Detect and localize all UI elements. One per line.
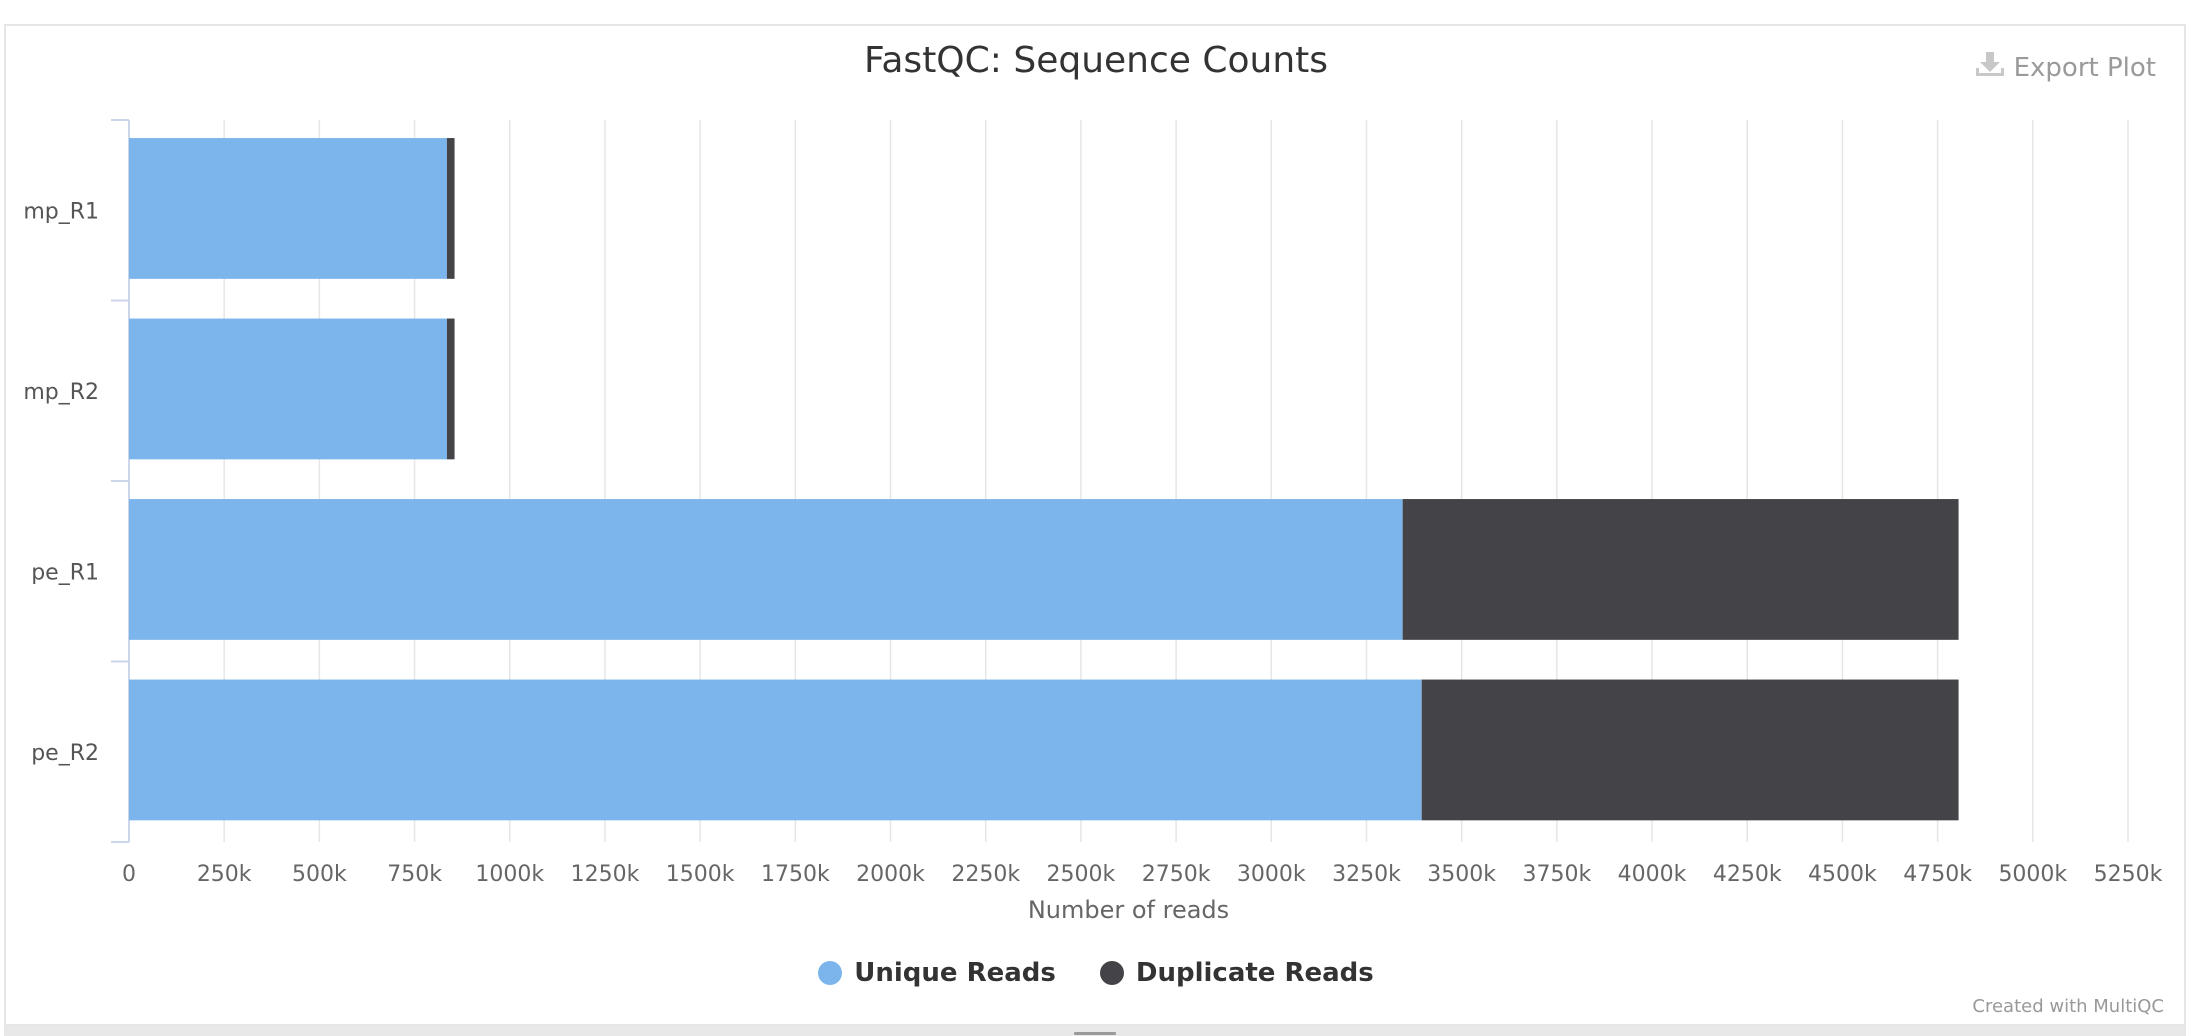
legend-item-unique-reads[interactable]: Unique Reads — [818, 958, 1056, 988]
chart-title: FastQC: Sequence Counts — [864, 40, 1328, 81]
bar-unique-pe_R1 — [129, 499, 1403, 640]
bar-unique-mp_R1 — [129, 138, 447, 279]
x-tick-label: 5250k — [2094, 862, 2163, 887]
x-tick-label: 4250k — [1713, 862, 1782, 887]
x-tick-label: 5000k — [1998, 862, 2067, 887]
bar-duplicate-pe_R2 — [1421, 679, 1959, 821]
x-tick-label: 2500k — [1047, 862, 1116, 887]
legend-swatch-duplicate — [1099, 961, 1124, 985]
category-label: pe_R2 — [31, 741, 99, 766]
download-icon — [1974, 50, 2006, 85]
bottom-resize-bar[interactable] — [4, 1026, 2186, 1036]
x-tick-label: 2250k — [951, 862, 1020, 887]
x-tick-label: 4000k — [1618, 862, 1687, 887]
resize-handle[interactable] — [1074, 1032, 1116, 1035]
x-tick-label: 1750k — [761, 862, 830, 887]
x-tick-label: 1500k — [666, 862, 735, 887]
x-tick-label: 3250k — [1332, 862, 1401, 887]
x-tick-label: 3000k — [1237, 862, 1306, 887]
category-label: mp_R1 — [23, 199, 99, 224]
x-tick-label: 1250k — [571, 862, 640, 887]
x-tick-label: 2750k — [1142, 862, 1211, 887]
bar-unique-mp_R2 — [129, 318, 447, 460]
x-tick-label: 500k — [292, 862, 347, 887]
category-label: pe_R1 — [31, 560, 99, 585]
legend-swatch-unique — [818, 961, 843, 985]
x-tick-label: 4500k — [1808, 862, 1877, 887]
export-plot-button[interactable]: Export Plot — [1974, 50, 2156, 85]
x-tick-label: 3750k — [1522, 862, 1591, 887]
legend-label-duplicate: Duplicate Reads — [1135, 958, 1374, 988]
x-tick-label: 2000k — [856, 862, 925, 887]
chart-legend: Unique Reads Duplicate Reads — [0, 958, 2192, 988]
legend-item-duplicate-reads[interactable]: Duplicate Reads — [1099, 958, 1374, 988]
category-label: mp_R2 — [23, 380, 99, 405]
bar-duplicate-pe_R1 — [1402, 499, 1959, 640]
legend-label-unique: Unique Reads — [854, 958, 1056, 988]
bar-unique-pe_R2 — [129, 679, 1422, 821]
bar-duplicate-mp_R2 — [446, 318, 455, 460]
x-axis-label: Number of reads — [1028, 896, 1229, 924]
bar-duplicate-mp_R1 — [446, 138, 455, 279]
credit-text: Created with MultiQC — [1972, 996, 2164, 1017]
x-tick-label: 750k — [387, 862, 442, 887]
x-tick-label: 0 — [122, 862, 136, 887]
x-tick-label: 3500k — [1427, 862, 1496, 887]
x-tick-label: 250k — [197, 862, 252, 887]
export-plot-label: Export Plot — [2013, 52, 2156, 83]
x-tick-label: 4750k — [1903, 862, 1972, 887]
x-tick-label: 1000k — [475, 862, 544, 887]
